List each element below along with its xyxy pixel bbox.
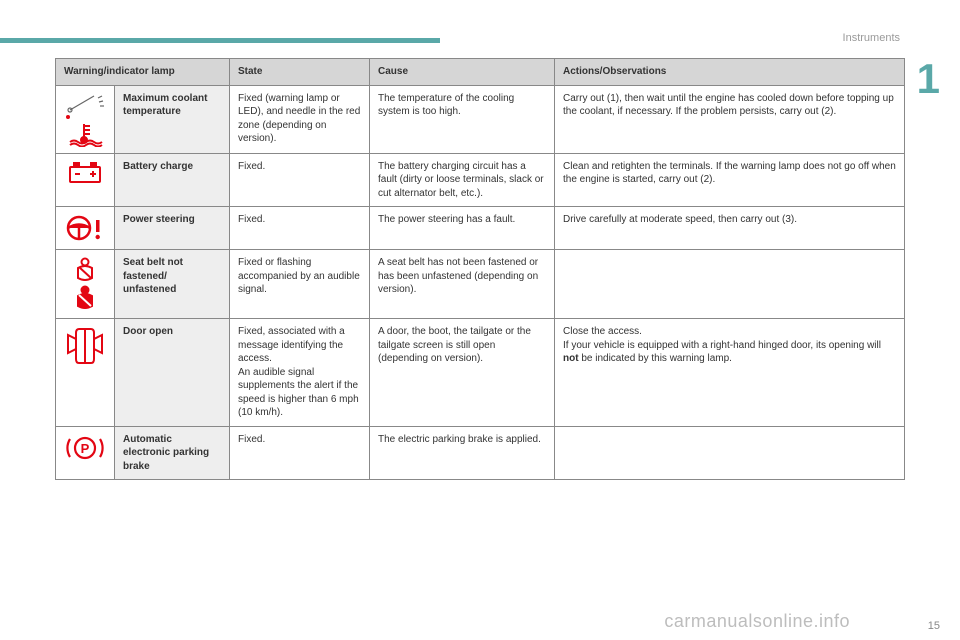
lamp-actions: [555, 250, 905, 319]
lamp-state: Fixed, associated with a message identif…: [230, 319, 370, 427]
lamp-state: Fixed (warning lamp or LED), and needle …: [230, 85, 370, 153]
lamp-actions: Close the access.If your vehicle is equi…: [555, 319, 905, 427]
table-row: Door open Fixed, associated with a messa…: [56, 319, 905, 427]
door-open-icon: [66, 325, 104, 367]
lamp-cause: The battery charging circuit has a fault…: [370, 153, 555, 207]
lamp-actions: Carry out (1), then wait until the engin…: [555, 85, 905, 153]
lamp-state: Fixed or flashing accompanied by an audi…: [230, 250, 370, 319]
header-accent-bar: [0, 38, 440, 43]
lamp-state: Fixed.: [230, 153, 370, 207]
seatbelt-icon: [70, 256, 100, 312]
th-actions: Actions/Observations: [555, 59, 905, 86]
lamp-state: Fixed.: [230, 207, 370, 250]
warning-lamp-table: Warning/indicator lamp State Cause Actio…: [55, 58, 905, 480]
table-row: Battery charge Fixed. The battery chargi…: [56, 153, 905, 207]
lamp-state: Fixed.: [230, 426, 370, 480]
section-title: Instruments: [843, 32, 900, 44]
icon-cell: [56, 153, 115, 207]
th-cause: Cause: [370, 59, 555, 86]
power-steering-icon: [64, 213, 106, 243]
icon-cell: [56, 207, 115, 250]
lamp-name: Power steering: [115, 207, 230, 250]
table-row: Seat belt not fastened/ unfastened Fixed…: [56, 250, 905, 319]
table-row: Maximum coolant temperature Fixed (warni…: [56, 85, 905, 153]
lamp-name: Seat belt not fastened/ unfastened: [115, 250, 230, 319]
table-header-row: Warning/indicator lamp State Cause Actio…: [56, 59, 905, 86]
watermark: carmanualsonline.info: [664, 611, 850, 632]
lamp-cause: The power steering has a fault.: [370, 207, 555, 250]
lamp-name: Battery charge: [115, 153, 230, 207]
icon-cell: [56, 85, 115, 153]
coolant-temp-icon: [64, 92, 106, 147]
lamp-actions: Clean and retighten the terminals. If th…: [555, 153, 905, 207]
icon-cell: [56, 250, 115, 319]
lamp-name: Automatic electronic parking brake: [115, 426, 230, 480]
th-lamp: Warning/indicator lamp: [56, 59, 230, 86]
icon-cell: [56, 319, 115, 427]
table-row: Power steering Fixed. The power steering…: [56, 207, 905, 250]
lamp-cause: The electric parking brake is applied.: [370, 426, 555, 480]
chapter-number: 1: [917, 55, 940, 103]
icon-cell: P: [56, 426, 115, 480]
page-number: 15: [928, 620, 940, 632]
lamp-actions: [555, 426, 905, 480]
lamp-name: Maximum coolant temperature: [115, 85, 230, 153]
parking-brake-icon: P: [65, 433, 105, 463]
svg-text:P: P: [81, 441, 90, 456]
lamp-cause: A door, the boot, the tailgate or the ta…: [370, 319, 555, 427]
battery-icon: [66, 160, 104, 186]
lamp-actions: Drive carefully at moderate speed, then …: [555, 207, 905, 250]
lamp-cause: A seat belt has not been fastened or has…: [370, 250, 555, 319]
table-row: P Automatic electronic parking brake Fix…: [56, 426, 905, 480]
lamp-cause: The temperature of the cooling system is…: [370, 85, 555, 153]
th-state: State: [230, 59, 370, 86]
lamp-name: Door open: [115, 319, 230, 427]
